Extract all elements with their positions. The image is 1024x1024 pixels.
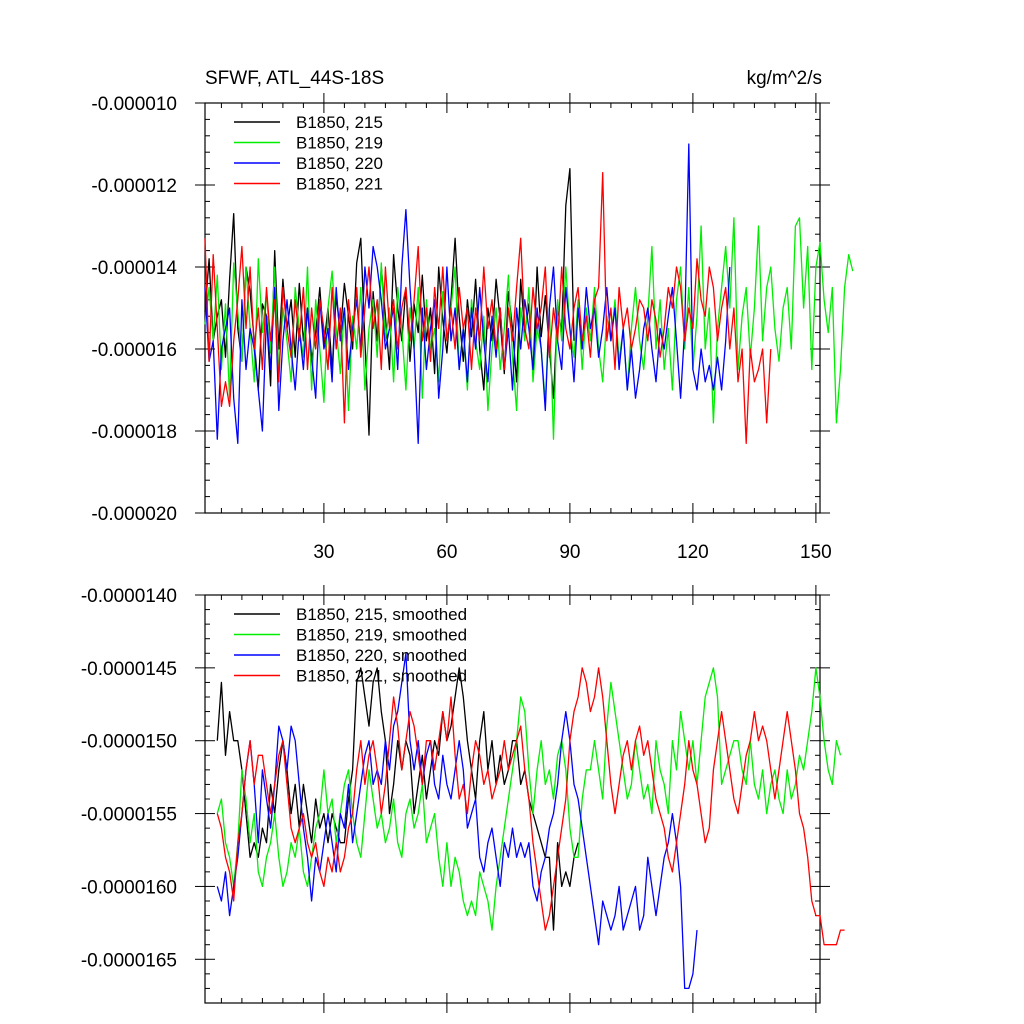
x-tick-label: 60 — [436, 542, 457, 563]
series-line-1 — [216, 667, 579, 931]
top-plot-panel: 30 60 90 120 150 -0.000010 -0.000012 -0.000014 -… — [91, 93, 854, 563]
legend-label: B1850, 215 — [296, 113, 383, 132]
series-line-4 — [216, 667, 845, 946]
legend-label: B1850, 219 — [296, 134, 383, 153]
units-label: kg/m^2/s — [747, 68, 822, 89]
y-tick-label: -0.0000140 — [81, 586, 177, 607]
series-line-3 — [204, 143, 731, 444]
y-tick-label: -0.000010 — [91, 94, 177, 115]
series-line-2 — [216, 667, 842, 931]
legend-label: B1850, 221 — [296, 175, 383, 194]
legend-label: B1850, 220 — [296, 154, 383, 173]
chart-title: SFWF, ATL_44S-18S — [205, 68, 384, 89]
y-tick-label: -0.0000165 — [81, 950, 177, 971]
x-tick-label: 120 — [677, 542, 709, 563]
y-tick-label: -0.000016 — [91, 340, 177, 361]
y-tick-label: -0.000020 — [91, 504, 177, 525]
series-line-3 — [216, 652, 698, 990]
x-tick-label: 30 — [313, 542, 334, 563]
legend-label: B1850, 215, smoothed — [296, 605, 467, 624]
y-tick-label: -0.000014 — [91, 258, 177, 279]
y-tick-label: -0.0000150 — [81, 732, 177, 753]
x-tick-label: 90 — [559, 542, 580, 563]
y-tick-label: -0.000012 — [91, 176, 177, 197]
legend-label: B1850, 219, smoothed — [296, 626, 467, 645]
series-line-4 — [204, 172, 772, 444]
y-tick-label: -0.0000145 — [81, 659, 177, 680]
series-line-2 — [204, 217, 854, 440]
y-tick-label: -0.0000160 — [81, 877, 177, 898]
bottom-plot-panel: -0.0000140 -0.0000145 -0.0000150 -0.0000155… — [81, 585, 845, 1013]
legend-label: B1850, 221, smoothed — [296, 667, 467, 686]
y-tick-label: -0.000018 — [91, 422, 177, 443]
x-tick-label: 150 — [800, 542, 832, 563]
legend-label: B1850, 220, smoothed — [296, 646, 467, 665]
y-tick-label: -0.0000155 — [81, 805, 177, 826]
